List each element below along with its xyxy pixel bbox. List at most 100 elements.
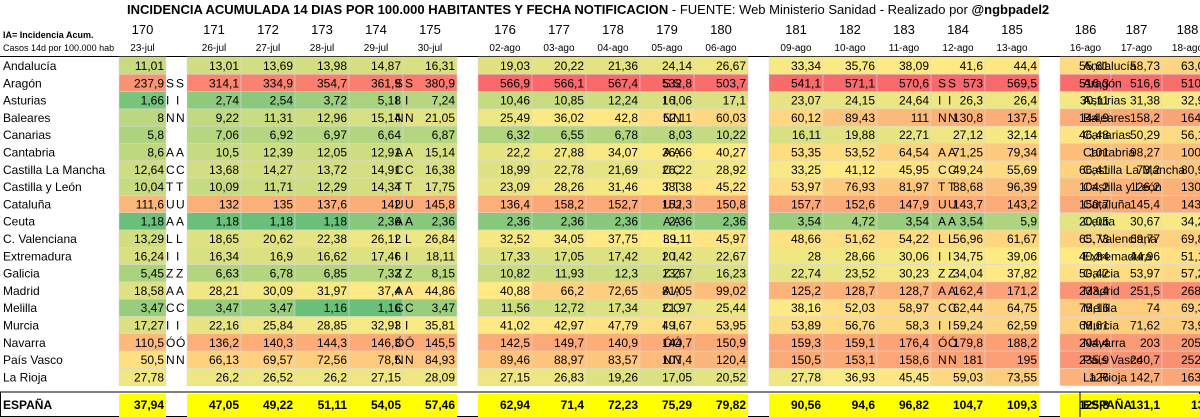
total-value: 75,29 [662,398,692,412]
cell-value: 16,24 [134,249,164,263]
cell-value: 38,09 [899,59,929,73]
gap-letter: A [166,215,174,229]
total-label-right: ESPAÑA [1083,397,1132,412]
date-header: 29-jul [364,43,388,54]
region-label: Baleares [3,111,50,125]
cell-value: 59,03 [953,370,983,384]
gap-letter: C [948,163,957,177]
gap-letter: A [166,284,174,298]
cell-value: 49,24 [953,163,983,177]
gap-letter: Z [166,267,173,281]
total-value: 37,94 [134,398,164,412]
cell-value: 34,75 [953,249,983,263]
cell-value: 45,97 [716,232,746,246]
cell-value: 24,14 [662,59,692,73]
cell-value: 10,04 [134,180,164,194]
cell-value: 58,97 [899,301,929,315]
gap-letter: L [663,232,670,246]
cell-value: 8,15 [432,267,456,281]
gap-letter: A [176,284,184,298]
date-header: 03-ago [543,43,575,54]
date-header: 06-ago [705,43,737,54]
cell-value: 252,5 [1181,353,1200,367]
gap-letter: I [948,319,951,333]
day-number-header: 186 [1075,22,1097,37]
gap-letter: A [938,215,946,229]
region-label: Castilla La Mancha [3,163,105,177]
gap-letter: A [405,146,413,160]
cell-value: 150,8 [716,197,746,211]
cell-value: 125,2 [791,284,821,298]
cell-value: 1,18 [270,215,294,229]
cell-value: 25,44 [716,301,746,315]
cell-value: 55,61 [1079,59,1109,73]
total-value: 104,7 [953,398,983,412]
heatmap-cell [118,368,167,386]
gap-letter: U [166,197,175,211]
cell-value: 144,7 [662,336,692,350]
day-number-header: 188 [1177,22,1199,37]
cell-value: 1,16 [324,301,348,315]
cell-value: 53,97 [791,180,821,194]
total-value: 54,05 [371,398,401,412]
cell-value: 23,52 [845,267,875,281]
cell-value: 5,8 [147,128,164,142]
cell-value: 40,84 [1079,249,1109,263]
gap-letter: T [395,180,403,194]
total-value: 62,94 [500,398,530,412]
cell-value: 12,29 [317,180,347,194]
cell-value: 53,97 [1130,267,1160,281]
cell-value: 3,54 [960,215,984,229]
region-label-right: Melilla [1083,301,1117,315]
cell-value: 32,14 [1007,128,1037,142]
cell-value: 26,2 [324,370,348,384]
cell-value: 128,7 [845,284,875,298]
region-label: Navarra [3,336,46,350]
gap-letter: S [663,76,671,90]
region-label: Madrid [3,284,40,298]
cell-value: 80,92 [1181,163,1200,177]
cell-value: 2,36 [615,215,639,229]
total-value: 72,23 [608,398,638,412]
cell-value: 5,45 [141,267,165,281]
cell-value: 162,4 [953,284,983,298]
cell-value: 30,06 [899,249,929,263]
gap-letter: I [166,319,169,333]
cell-value: 31,38 [1130,94,1160,108]
gap-letter: Z [673,267,680,281]
cell-value: 6,87 [432,128,456,142]
gap-letter: I [176,249,179,263]
cell-value: 130,5 [1181,180,1200,194]
date-header: 17-ago [1121,43,1153,54]
gap-letter: I [938,319,941,333]
cell-value: 39,06 [1007,249,1037,263]
date-header: 04-ago [597,43,629,54]
cell-value: 179,8 [953,336,983,350]
gap-letter: S [176,76,184,90]
gap-letter: A [663,146,671,160]
gap-letter: A [176,146,184,160]
gap-letter: C [673,301,682,315]
cell-value: 137,5 [1007,111,1037,125]
cell-value: 34,05 [554,232,584,246]
region-label-right: Ceuta [1083,215,1115,229]
cell-value: 78,5 [378,353,402,367]
gap-letter: L [673,232,680,246]
cell-value: 34,04 [953,267,983,281]
region-label-right: Extremadura [1083,249,1152,263]
cell-value: 164,8 [1181,111,1200,125]
cell-value: 158,2 [554,197,584,211]
cell-value: 60,12 [791,111,821,125]
cell-value: 28,92 [716,163,746,177]
gap-letter: I [938,94,941,108]
cell-value: 130,8 [953,111,983,125]
cell-value: 40,88 [500,284,530,298]
cell-value: 26,12 [371,232,401,246]
cell-value: 52,03 [845,301,875,315]
day-number-header: 182 [839,22,861,37]
cell-value: 516,6 [1130,76,1160,90]
day-number-header: 184 [947,22,969,37]
gap-letter: N [948,353,957,367]
cell-value: 3,54 [798,215,822,229]
cell-value: 33,25 [791,163,821,177]
